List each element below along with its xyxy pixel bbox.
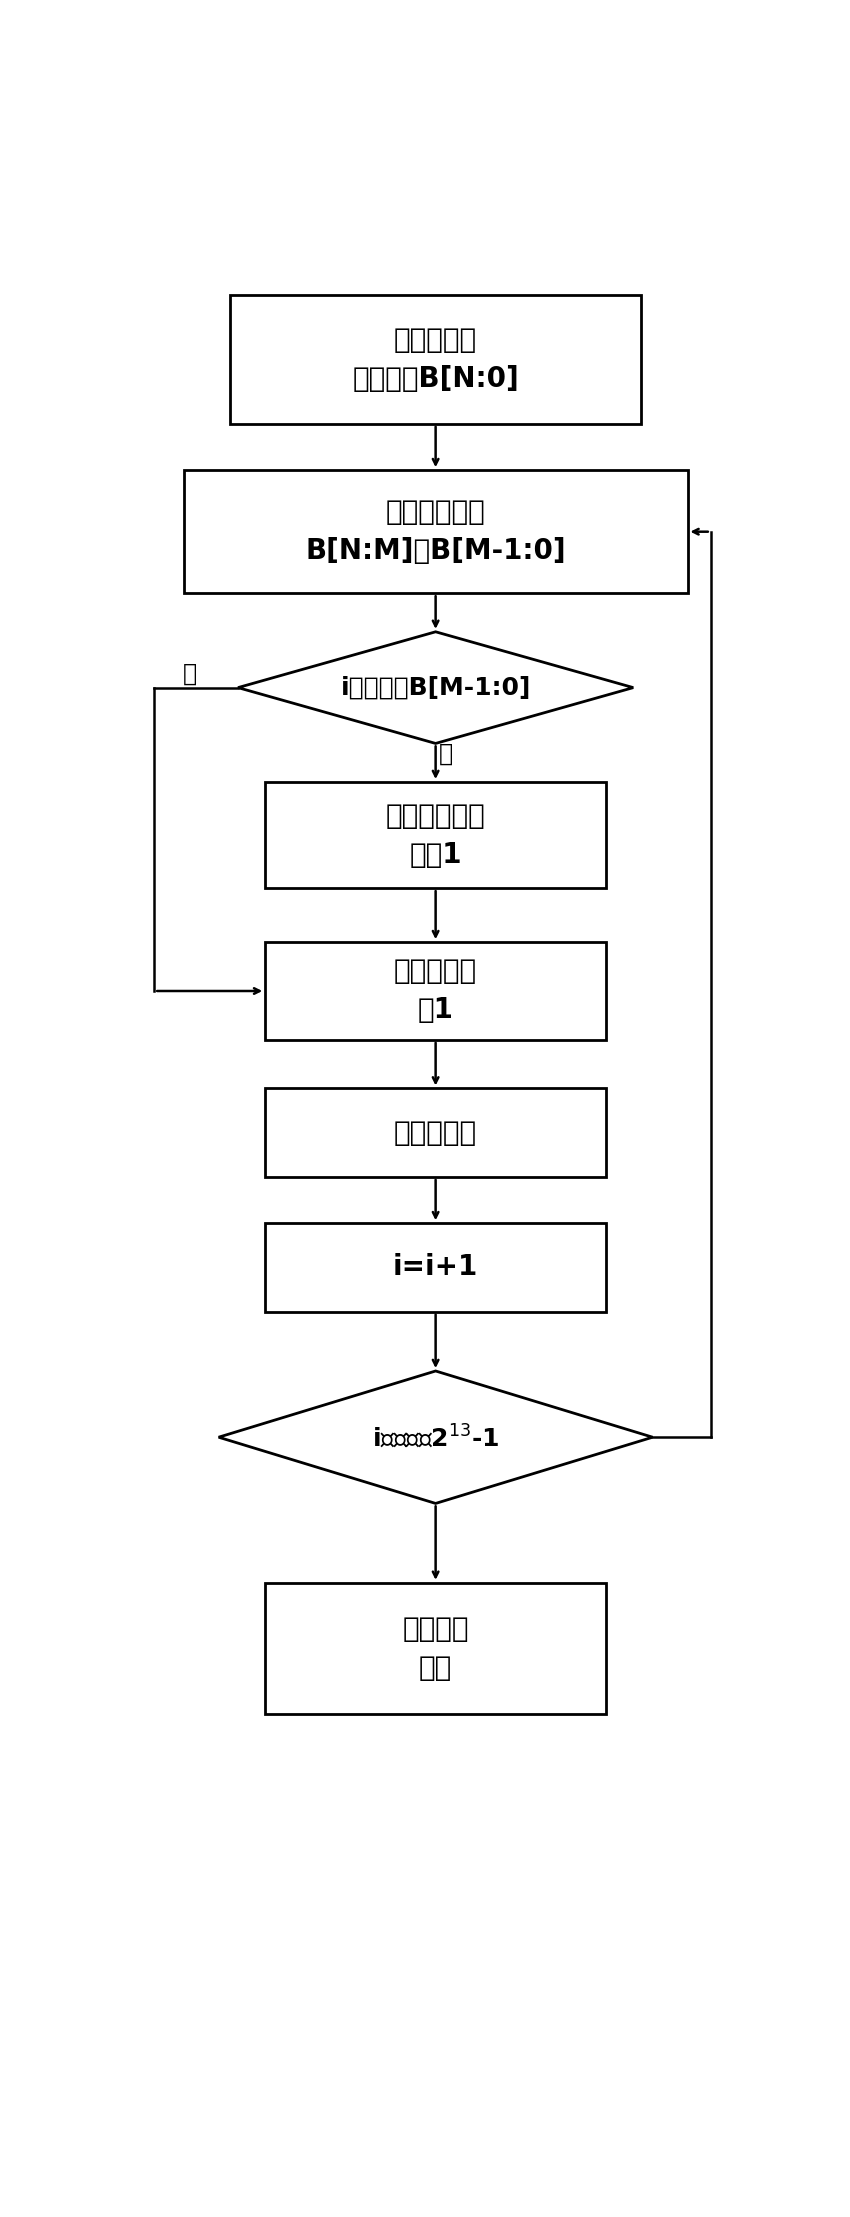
Text: 子脉冲长度
加1: 子脉冲长度 加1 [394,958,477,1024]
Text: 否: 否 [439,740,453,765]
Text: i=i+1: i=i+1 [393,1253,479,1281]
Text: 子脉冲有效个
数加1: 子脉冲有效个 数加1 [386,803,485,869]
Polygon shape [265,783,606,889]
Polygon shape [218,1370,653,1503]
Polygon shape [265,1089,606,1177]
Polygon shape [238,632,633,743]
Text: 结束脉冲
发生: 结束脉冲 发生 [402,1614,469,1683]
Polygon shape [184,470,688,594]
Polygon shape [230,295,641,423]
Polygon shape [265,1224,606,1312]
Text: 原始二进制
加热脉冲B[N:0]: 原始二进制 加热脉冲B[N:0] [352,326,519,392]
Text: i是否大于B[M-1:0]: i是否大于B[M-1:0] [341,676,530,701]
Text: 是: 是 [183,663,197,685]
Text: 二进制分解为
B[N:M]和B[M-1:0]: 二进制分解为 B[N:M]和B[M-1:0] [305,499,566,565]
Polygon shape [265,1583,606,1714]
Text: 子脉冲发生: 子脉冲发生 [394,1120,477,1146]
Polygon shape [265,942,606,1040]
Text: i是否等于2$^{13}$-1: i是否等于2$^{13}$-1 [372,1423,499,1452]
